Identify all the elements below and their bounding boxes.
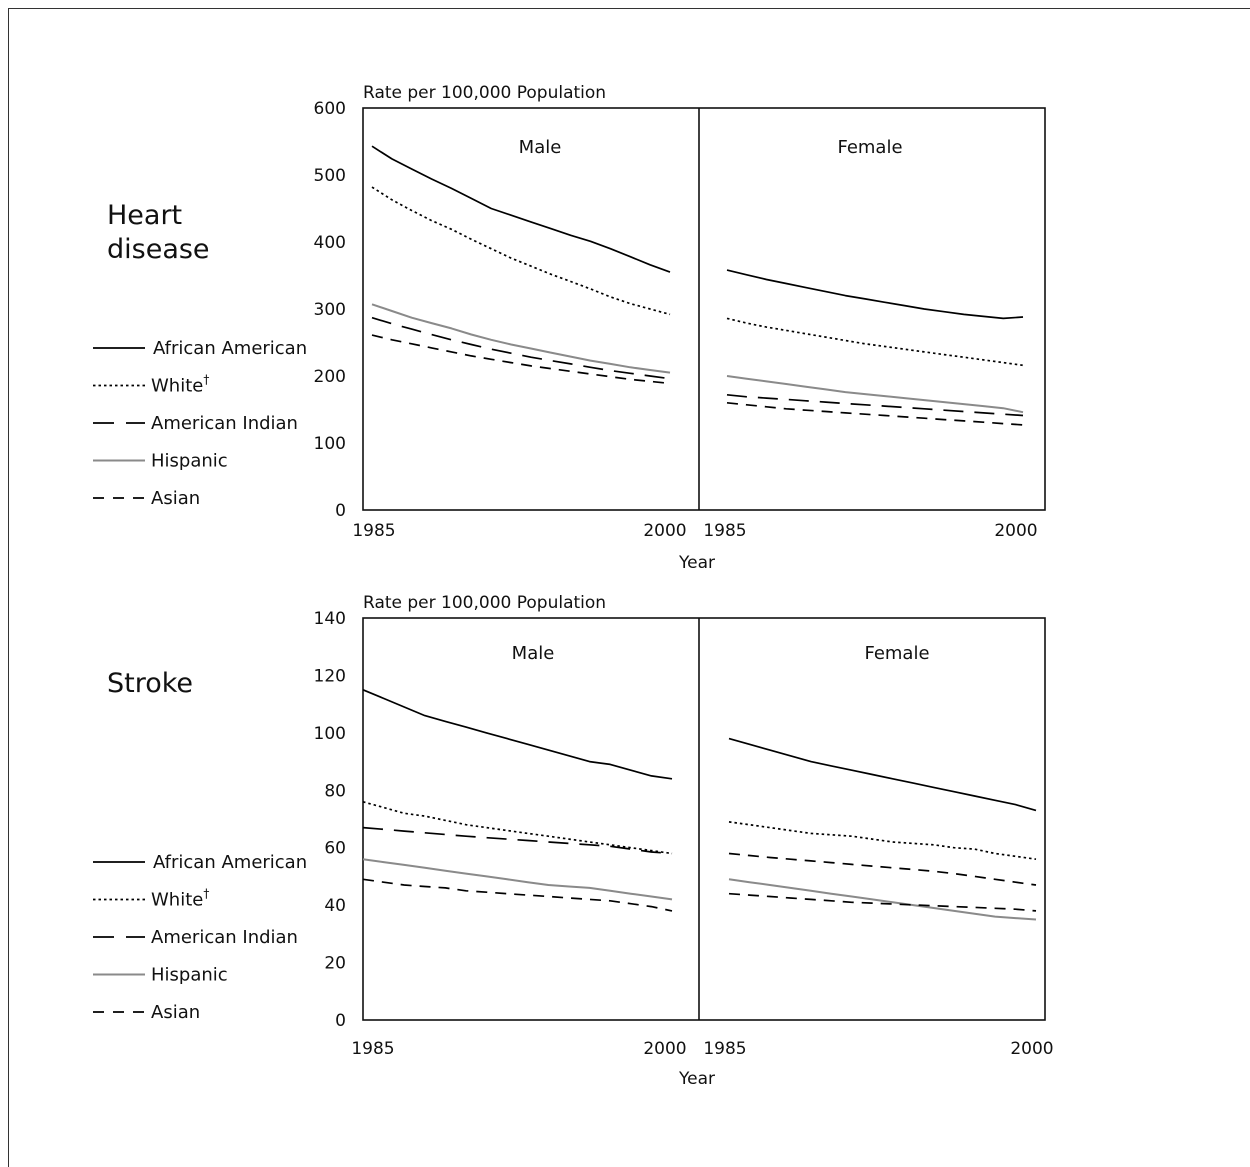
stroke-y-tick-80: 80: [324, 781, 346, 801]
heart-y-tick-100: 100: [314, 434, 346, 454]
figure-frame: [8, 8, 1250, 1167]
heart-ylabel: Rate per 100,000 Population: [363, 83, 606, 103]
stroke-y-tick-40: 40: [324, 896, 346, 916]
stroke-legend-label-american-indian: American Indian: [151, 927, 298, 948]
stroke-panel-female-label: Female: [864, 643, 929, 664]
stroke-male-series-asian: [362, 878, 673, 912]
stroke-female-series-asian: [728, 892, 1037, 912]
stroke-xlabel: Year: [678, 1069, 715, 1089]
heart-plot-frame: [362, 107, 1046, 511]
heart-male-x-tick-start: 1985: [352, 521, 395, 541]
heart-male-series-hispanic: [371, 303, 671, 374]
heart-panel-male-label: Male: [519, 137, 562, 158]
stroke-legend-label-asian: Asian: [151, 1002, 200, 1023]
stroke-y-tick-100: 100: [314, 724, 346, 744]
heart-xlabel: Year: [678, 553, 715, 573]
heart-panel-female-label: Female: [837, 137, 902, 158]
heart-legend-superscript: †: [203, 373, 209, 387]
heart-legend-label-american-indian: American Indian: [151, 413, 298, 434]
stroke-chart: Stroke Rate per 100,000 Population Male …: [93, 593, 1054, 1089]
heart-y-tick-500: 500: [314, 166, 346, 186]
heart-legend-label-hispanic: Hispanic: [151, 451, 228, 472]
stroke-legend-label-hispanic: Hispanic: [151, 965, 228, 986]
stroke-legend-superscript: †: [203, 887, 209, 901]
stroke-female-series-american-indian: [728, 852, 1037, 886]
stroke-y-tick-0: 0: [335, 1011, 346, 1031]
heart-male-series-asian: [371, 334, 671, 385]
heart-male-series-white: [371, 186, 671, 316]
stroke-male-series-african-american: [362, 689, 673, 780]
stroke-legend-label-white: White†: [151, 887, 209, 911]
stroke-male-series-american-indian: [362, 826, 673, 855]
heart-male-x-tick-end: 2000: [643, 521, 686, 541]
stroke-y-tick-60: 60: [324, 839, 346, 859]
stroke-female-x-tick-end: 2000: [1010, 1039, 1053, 1059]
heart-disease-chart: Heart disease Rate per 100,000 Populatio…: [93, 83, 1046, 573]
heart-y-tick-300: 300: [314, 300, 346, 320]
stroke-female-series-hispanic: [728, 878, 1037, 921]
heart-female-x-tick-end: 2000: [994, 521, 1037, 541]
stroke-plot-frame: [362, 617, 1046, 1021]
stroke-series-lines: [362, 689, 1037, 921]
heart-legend-label-african-american: African American: [153, 338, 307, 359]
stroke-female-x-tick-start: 1985: [703, 1039, 746, 1059]
heart-legend-label-asian: Asian: [151, 488, 200, 509]
heart-y-tick-600: 600: [314, 99, 346, 119]
stroke-title: Stroke: [107, 668, 193, 699]
stroke-female-series-african-american: [728, 737, 1037, 812]
stroke-male-x-tick-start: 1985: [351, 1039, 394, 1059]
stroke-y-tick-20: 20: [324, 954, 346, 974]
stroke-x-ticks: 1985 2000 1985 2000: [351, 1039, 1053, 1059]
stroke-y-tick-120: 120: [314, 666, 346, 686]
stroke-ylabel: Rate per 100,000 Population: [363, 593, 606, 613]
heart-legend-label-white: White†: [151, 373, 209, 397]
stroke-y-ticks: 0 20 40 60 80 100 120 140: [314, 609, 346, 1031]
stroke-panel-male-label: Male: [512, 643, 555, 664]
stroke-female-series-white: [728, 821, 1037, 861]
stroke-male-x-tick-end: 2000: [643, 1039, 686, 1059]
stroke-male-series-hispanic: [362, 858, 673, 901]
heart-series-lines: [371, 145, 1024, 426]
heart-female-series-african-american: [726, 269, 1024, 320]
heart-y-ticks: 0 100 200 300 400 500 600: [314, 99, 346, 521]
stroke-legend: African American White† American Indian His…: [93, 852, 307, 1023]
heart-male-series-african-american: [371, 145, 671, 273]
heart-female-series-hispanic: [726, 375, 1024, 414]
heart-female-series-asian: [726, 401, 1024, 426]
heart-disease-title-line1: Heart: [107, 200, 182, 231]
stroke-y-tick-140: 140: [314, 609, 346, 629]
heart-female-series-white: [726, 317, 1024, 367]
heart-x-ticks: 1985 2000 1985 2000: [352, 521, 1037, 541]
heart-y-tick-400: 400: [314, 233, 346, 253]
stroke-legend-label-african-american: African American: [153, 852, 307, 873]
stroke-male-series-white: [362, 800, 673, 855]
heart-female-x-tick-start: 1985: [703, 521, 746, 541]
heart-disease-title-line2: disease: [107, 234, 210, 265]
heart-y-tick-200: 200: [314, 367, 346, 387]
heart-female-series-american-indian: [726, 393, 1024, 417]
heart-male-series-american-indian: [371, 316, 671, 380]
heart-y-tick-0: 0: [335, 501, 346, 521]
heart-legend: African American White† American Indian His…: [93, 338, 307, 509]
